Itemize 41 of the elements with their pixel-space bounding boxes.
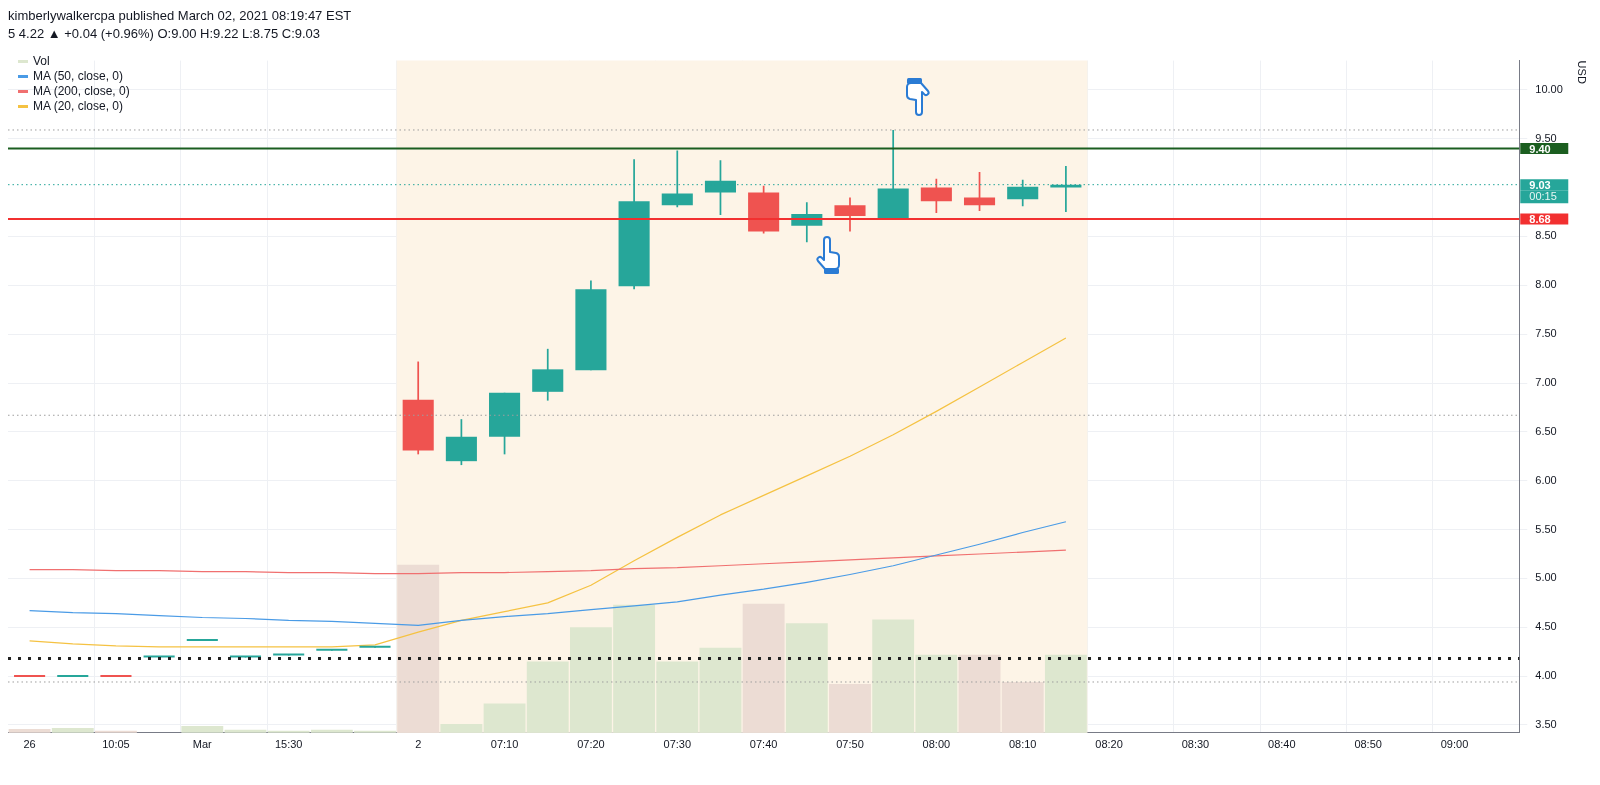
legend-label: MA (200, close, 0)	[33, 84, 130, 99]
y-tick-label: 9.50	[1535, 131, 1557, 144]
x-tick-label: 08:20	[1095, 738, 1123, 751]
x-tick-label: 10:05	[102, 738, 130, 751]
x-tick-label: 07:20	[577, 738, 605, 751]
chart-title: kimberlywalkercpa published March 02, 2021 08:19:47 EST	[8, 8, 353, 25]
x-tick-label: 08:00	[922, 738, 951, 751]
legend-label: MA (20, close, 0)	[33, 99, 124, 114]
x-tick-label: 09:00	[1440, 738, 1469, 751]
ref-line-label: 9.40	[1529, 142, 1551, 155]
ref-line-label: 9.03	[1529, 178, 1551, 191]
ref-line-label: 8.68	[1529, 212, 1551, 225]
y-axis-title: USD	[1576, 60, 1589, 84]
y-tick-label: 8.00	[1535, 278, 1557, 291]
x-tick-label: 07:40	[749, 738, 778, 751]
y-tick-label: 6.50	[1535, 424, 1557, 437]
x-tick-label: Mar	[192, 738, 213, 751]
y-tick-label: 7.50	[1535, 327, 1557, 340]
y-tick-label: 7.00	[1535, 376, 1557, 389]
y-tick-label: 8.50	[1535, 229, 1557, 242]
y-tick-label: 5.50	[1535, 522, 1557, 535]
text: 00:15	[1529, 189, 1557, 202]
x-tick-label: 08:50	[1354, 738, 1382, 751]
x-tick-label: 15:30	[274, 738, 303, 751]
x-tick-label: 07:50	[836, 738, 864, 751]
y-tick-label: 10.00	[1535, 82, 1563, 95]
legend-label: Vol	[33, 54, 50, 69]
chart-subtitle: 5 4.22 ▲ +0.04 (+0.96%) O:9.00 H:9.22 L:8.75 C:9.03	[8, 26, 322, 43]
x-tick-label: 07:10	[490, 738, 519, 751]
x-tick-label: 08:40	[1268, 738, 1296, 751]
x-tick-label: 08:10	[1008, 738, 1037, 751]
x-tick-label: 07:30	[663, 738, 692, 751]
legend-label: MA (50, close, 0)	[33, 69, 124, 84]
x-tick-label: 08:30	[1181, 738, 1210, 751]
x-tick-label: 2	[415, 738, 422, 751]
y-tick-label: 4.00	[1535, 669, 1557, 682]
y-tick-label: 3.50	[1535, 718, 1557, 731]
y-tick-label: 4.50	[1535, 620, 1557, 633]
y-tick-label: 5.00	[1535, 571, 1557, 584]
y-tick-label: 6.00	[1535, 473, 1557, 486]
x-tick-label: 26	[23, 738, 36, 751]
